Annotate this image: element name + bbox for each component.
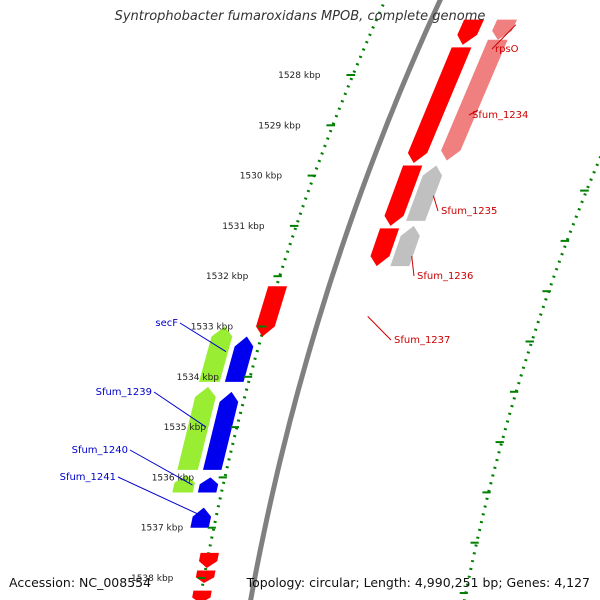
sfum-1237-gene-arrow[interactable] xyxy=(256,286,288,337)
unlabeled-gene-arrow[interactable] xyxy=(202,391,239,470)
unlabeled-gene-arrow[interactable] xyxy=(198,552,219,568)
scale-tick-label: 1529 kbp xyxy=(258,121,301,131)
scale-tick-label: 1532 kbp xyxy=(206,272,249,282)
gene-label-leader-line xyxy=(491,24,517,50)
genome-backbone xyxy=(248,0,443,600)
gene-label[interactable]: Sfum_1241 xyxy=(60,472,116,483)
map-title: Syntrophobacter fumaroxidans MPOB, compl… xyxy=(114,9,486,24)
gene-label-leader-line xyxy=(129,449,193,486)
scale-tick-label: 1537 kbp xyxy=(141,524,184,534)
sfum-1240-gene-arrow[interactable] xyxy=(172,474,195,493)
gene-label-leader-line xyxy=(117,476,206,519)
scale-tick-label: 1534 kbp xyxy=(177,373,220,383)
unlabeled-gene-arrow[interactable] xyxy=(224,336,254,382)
outer-guide-ring xyxy=(198,0,387,600)
gene-label-leader-line xyxy=(153,391,207,428)
gene-label[interactable]: Sfum_1240 xyxy=(72,445,128,456)
sfum-1235-gene-arrow[interactable] xyxy=(406,165,443,221)
unlabeled-gene-arrow[interactable] xyxy=(370,228,400,267)
gene-label[interactable]: Sfum_1239 xyxy=(96,387,152,398)
gene-label-leader-line xyxy=(179,322,227,353)
gene-label[interactable]: Sfum_1235 xyxy=(441,206,497,217)
scale-tick-label: 1530 kbp xyxy=(240,172,283,182)
scale-tick-label: 1535 kbp xyxy=(164,423,207,433)
gene-label-leader-line xyxy=(411,256,415,277)
secf-gene-arrow[interactable] xyxy=(199,326,233,382)
gene-label-leader-line xyxy=(432,195,439,212)
unlabeled-gene-arrow[interactable] xyxy=(407,47,472,164)
gene-label[interactable]: rpsO xyxy=(495,44,519,55)
gene-label[interactable]: Sfum_1234 xyxy=(472,110,528,121)
scale-tick-label: 1528 kbp xyxy=(278,71,321,81)
scale-tick-label: 1533 kbp xyxy=(191,323,234,333)
gene-label-leader-line xyxy=(367,316,392,341)
gene-label[interactable]: secF xyxy=(155,318,178,329)
sfum-1239-gene-arrow[interactable] xyxy=(177,386,216,470)
scale-tick-label: 1531 kbp xyxy=(222,222,265,232)
genome-summary-text: Topology: circular; Length: 4,990,251 bp… xyxy=(246,575,590,590)
gene-label[interactable]: Sfum_1236 xyxy=(417,271,473,282)
unlabeled-gene-arrow[interactable] xyxy=(457,19,484,45)
scale-tick-label: 1538 kbp xyxy=(131,574,174,584)
scale-tick-label: 1536 kbp xyxy=(152,473,195,483)
gene-label-leader-line xyxy=(468,109,479,116)
accession-text: Accession: NC_008554 xyxy=(9,575,152,590)
gene-label[interactable]: Sfum_1237 xyxy=(394,335,450,346)
unlabeled-gene-arrow[interactable] xyxy=(197,477,219,493)
rpso-gene-arrow[interactable] xyxy=(492,19,518,40)
unlabeled-gene-arrow[interactable] xyxy=(384,165,423,226)
sfum-1241-gene-arrow[interactable] xyxy=(190,507,212,528)
sfum-1236-gene-arrow[interactable] xyxy=(390,225,420,267)
unlabeled-gene-arrow[interactable] xyxy=(195,570,216,584)
inner-guide-ring xyxy=(462,154,600,600)
unlabeled-gene-arrow[interactable] xyxy=(192,590,212,600)
sfum-1234-gene-arrow[interactable] xyxy=(441,39,508,161)
